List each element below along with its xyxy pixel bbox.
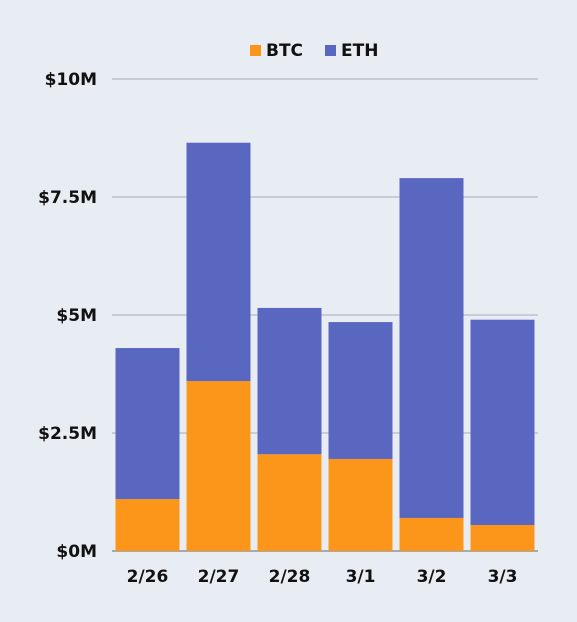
x-tick-label: 2/28: [269, 567, 311, 587]
legend-label-btc: BTC: [266, 41, 303, 61]
bar-btc-3-1: [328, 458, 393, 551]
x-tick-label: 3/2: [417, 567, 447, 587]
bar-eth-2-27: [186, 142, 251, 382]
bar-btc-2-26: [115, 499, 180, 551]
bar-eth-3-1: [328, 322, 393, 459]
bar-btc-3-2: [399, 517, 464, 551]
y-tick-label: $5M: [56, 306, 97, 326]
x-tick-label: 3/1: [346, 567, 376, 587]
y-tick-label: $0M: [56, 542, 97, 562]
bar-eth-3-3: [470, 319, 535, 526]
legend-swatch-btc: [250, 45, 261, 56]
bars: [115, 142, 535, 551]
x-axis: 2/26 2/27 2/28 3/1 3/2 3/3: [127, 567, 518, 587]
x-tick-label: 2/26: [127, 567, 169, 587]
y-tick-label: $2.5M: [38, 424, 97, 444]
x-tick-label: 3/3: [488, 567, 518, 587]
x-tick-label: 2/27: [198, 567, 240, 587]
bar-btc-2-28: [257, 454, 322, 551]
legend-label-eth: ETH: [341, 41, 378, 61]
legend: BTC ETH: [250, 41, 378, 61]
bar-btc-3-3: [470, 525, 535, 551]
bar-eth-2-26: [115, 348, 180, 500]
y-axis: $0M $2.5M $5M $7.5M $10M: [38, 70, 97, 562]
y-tick-label: $10M: [45, 70, 97, 90]
legend-swatch-eth: [325, 45, 336, 56]
bar-eth-2-28: [257, 307, 322, 455]
bar-eth-3-2: [399, 178, 464, 518]
y-tick-label: $7.5M: [38, 188, 97, 208]
bar-btc-2-27: [186, 381, 251, 551]
grid: [112, 78, 538, 552]
